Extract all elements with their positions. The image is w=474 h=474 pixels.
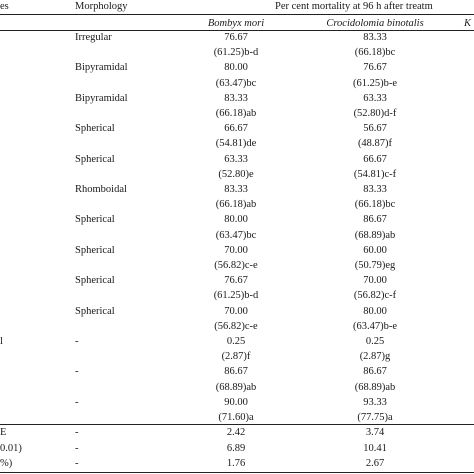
cell-crocidolomia-binotalis: 86.67 (363, 214, 387, 226)
cell-crocidolomia-binotalis: 86.67 (363, 366, 387, 378)
row-morphology: - (75, 396, 79, 408)
cell-crocidolomia-binotalis: (48.87)f (357, 138, 393, 150)
footer-crocidolomia-binotalis: 2.67 (365, 458, 385, 469)
cell-bombyx-mori: 80.00 (224, 214, 248, 226)
row-morphology: Bipyramidal (75, 62, 128, 74)
cell-crocidolomia-binotalis: 80.00 (363, 305, 387, 317)
cell-bombyx-mori: 0.25 (226, 336, 246, 347)
table-bottom-rule (0, 472, 474, 473)
cell-crocidolomia-binotalis: 66.67 (363, 153, 387, 165)
cell-crocidolomia-binotalis: 63.33 (363, 92, 387, 104)
cell-crocidolomia-binotalis: (56.82)c-f (353, 290, 397, 302)
row-morphology: Spherical (75, 153, 115, 165)
cell-crocidolomia-binotalis: 83.33 (363, 32, 387, 43)
cell-crocidolomia-binotalis: 56.67 (363, 123, 387, 135)
cell-crocidolomia-binotalis: (66.18)bc (354, 47, 396, 59)
header-bombyx-mori: Bombyx mori (207, 18, 265, 29)
cell-crocidolomia-binotalis: (77.75)a (357, 412, 393, 423)
footer-morphology: - (75, 427, 79, 438)
cell-bombyx-mori: (52.80)e (218, 168, 254, 180)
cell-crocidolomia-binotalis: 83.33 (363, 184, 387, 195)
row-morphology: Spherical (75, 275, 115, 287)
header-rule (0, 30, 474, 31)
cell-bombyx-mori: (56.82)c-e (214, 260, 258, 271)
footer-crocidolomia-binotalis: 10.41 (363, 442, 387, 454)
cell-crocidolomia-binotalis: (50.79)eg (354, 260, 396, 271)
cell-bombyx-mori: 70.00 (224, 305, 248, 317)
cell-crocidolomia-binotalis: 0.25 (365, 336, 385, 347)
cell-bombyx-mori: (68.89)ab (215, 381, 257, 393)
cell-bombyx-mori: (54.81)de (215, 138, 257, 150)
row-morphology: - (75, 366, 79, 378)
row-label: l (0, 336, 3, 347)
header-crocidolomia-binotalis: Crocidolomia binotalis (326, 18, 424, 29)
cell-bombyx-mori: 76.67 (224, 275, 248, 287)
cell-bombyx-mori: 86.67 (224, 366, 248, 378)
cell-crocidolomia-binotalis: 70.00 (363, 275, 387, 287)
body-bottom-rule (0, 424, 474, 425)
cell-crocidolomia-binotalis: (61.25)b-e (352, 77, 398, 89)
footer-bombyx-mori: 6.89 (226, 442, 246, 454)
footer-crocidolomia-binotalis: 3.74 (365, 427, 385, 438)
row-morphology: Spherical (75, 305, 115, 317)
cell-crocidolomia-binotalis: 93.33 (363, 396, 387, 408)
row-morphology: - (75, 336, 79, 347)
cell-crocidolomia-binotalis: (52.80)d-f (353, 108, 397, 119)
cell-crocidolomia-binotalis: (2.87)g (359, 351, 391, 363)
footer-label: %) (0, 458, 13, 469)
row-morphology: Rhomboidal (75, 184, 127, 195)
footer-bombyx-mori: 2.42 (226, 427, 246, 438)
row-morphology: Spherical (75, 123, 115, 135)
footer-bombyx-mori: 1.76 (226, 458, 246, 469)
footer-morphology: - (75, 442, 79, 454)
cell-crocidolomia-binotalis: (63.47)b-e (352, 320, 398, 332)
cell-crocidolomia-binotalis: (54.81)c-f (353, 168, 397, 180)
row-morphology: Bipyramidal (75, 92, 128, 104)
cell-bombyx-mori: (71.60)a (218, 412, 254, 423)
cell-bombyx-mori: (2.87)f (221, 351, 251, 363)
cell-crocidolomia-binotalis: 76.67 (363, 62, 387, 74)
cell-bombyx-mori: (63.47)bc (215, 77, 257, 89)
cell-bombyx-mori: (66.18)ab (215, 199, 257, 211)
header-mortality-span: Per cent mortality at 96 h after treatm (275, 1, 433, 12)
row-morphology: Irregular (75, 32, 112, 43)
row-morphology: Spherical (75, 214, 115, 226)
header-col0: es (0, 1, 9, 12)
cell-crocidolomia-binotalis: (66.18)bc (354, 199, 396, 211)
cell-crocidolomia-binotalis: (68.89)ab (354, 381, 396, 393)
header-morphology: Morphology (75, 1, 128, 12)
cell-bombyx-mori: (61.25)b-d (213, 47, 259, 59)
top-rule (0, 14, 474, 15)
cell-bombyx-mori: 76.67 (224, 32, 248, 43)
footer-label: E (0, 427, 7, 438)
cell-bombyx-mori: 63.33 (224, 153, 248, 165)
cell-crocidolomia-binotalis: 60.00 (363, 244, 387, 256)
cell-bombyx-mori: (66.18)ab (215, 108, 257, 119)
cell-bombyx-mori: 83.33 (224, 184, 248, 195)
cell-bombyx-mori: (56.82)c-e (214, 320, 258, 332)
footer-label: 0.01) (0, 442, 22, 454)
cell-bombyx-mori: 66.67 (224, 123, 248, 135)
cell-bombyx-mori: 83.33 (224, 92, 248, 104)
cell-bombyx-mori: 70.00 (224, 244, 248, 256)
header-col-k: K (464, 18, 472, 29)
cell-bombyx-mori: (63.47)bc (215, 229, 257, 241)
footer-morphology: - (75, 458, 79, 469)
cell-crocidolomia-binotalis: (68.89)ab (354, 229, 396, 241)
row-morphology: Spherical (75, 244, 115, 256)
cell-bombyx-mori: (61.25)b-d (213, 290, 259, 302)
cell-bombyx-mori: 80.00 (224, 62, 248, 74)
cell-bombyx-mori: 90.00 (224, 396, 248, 408)
